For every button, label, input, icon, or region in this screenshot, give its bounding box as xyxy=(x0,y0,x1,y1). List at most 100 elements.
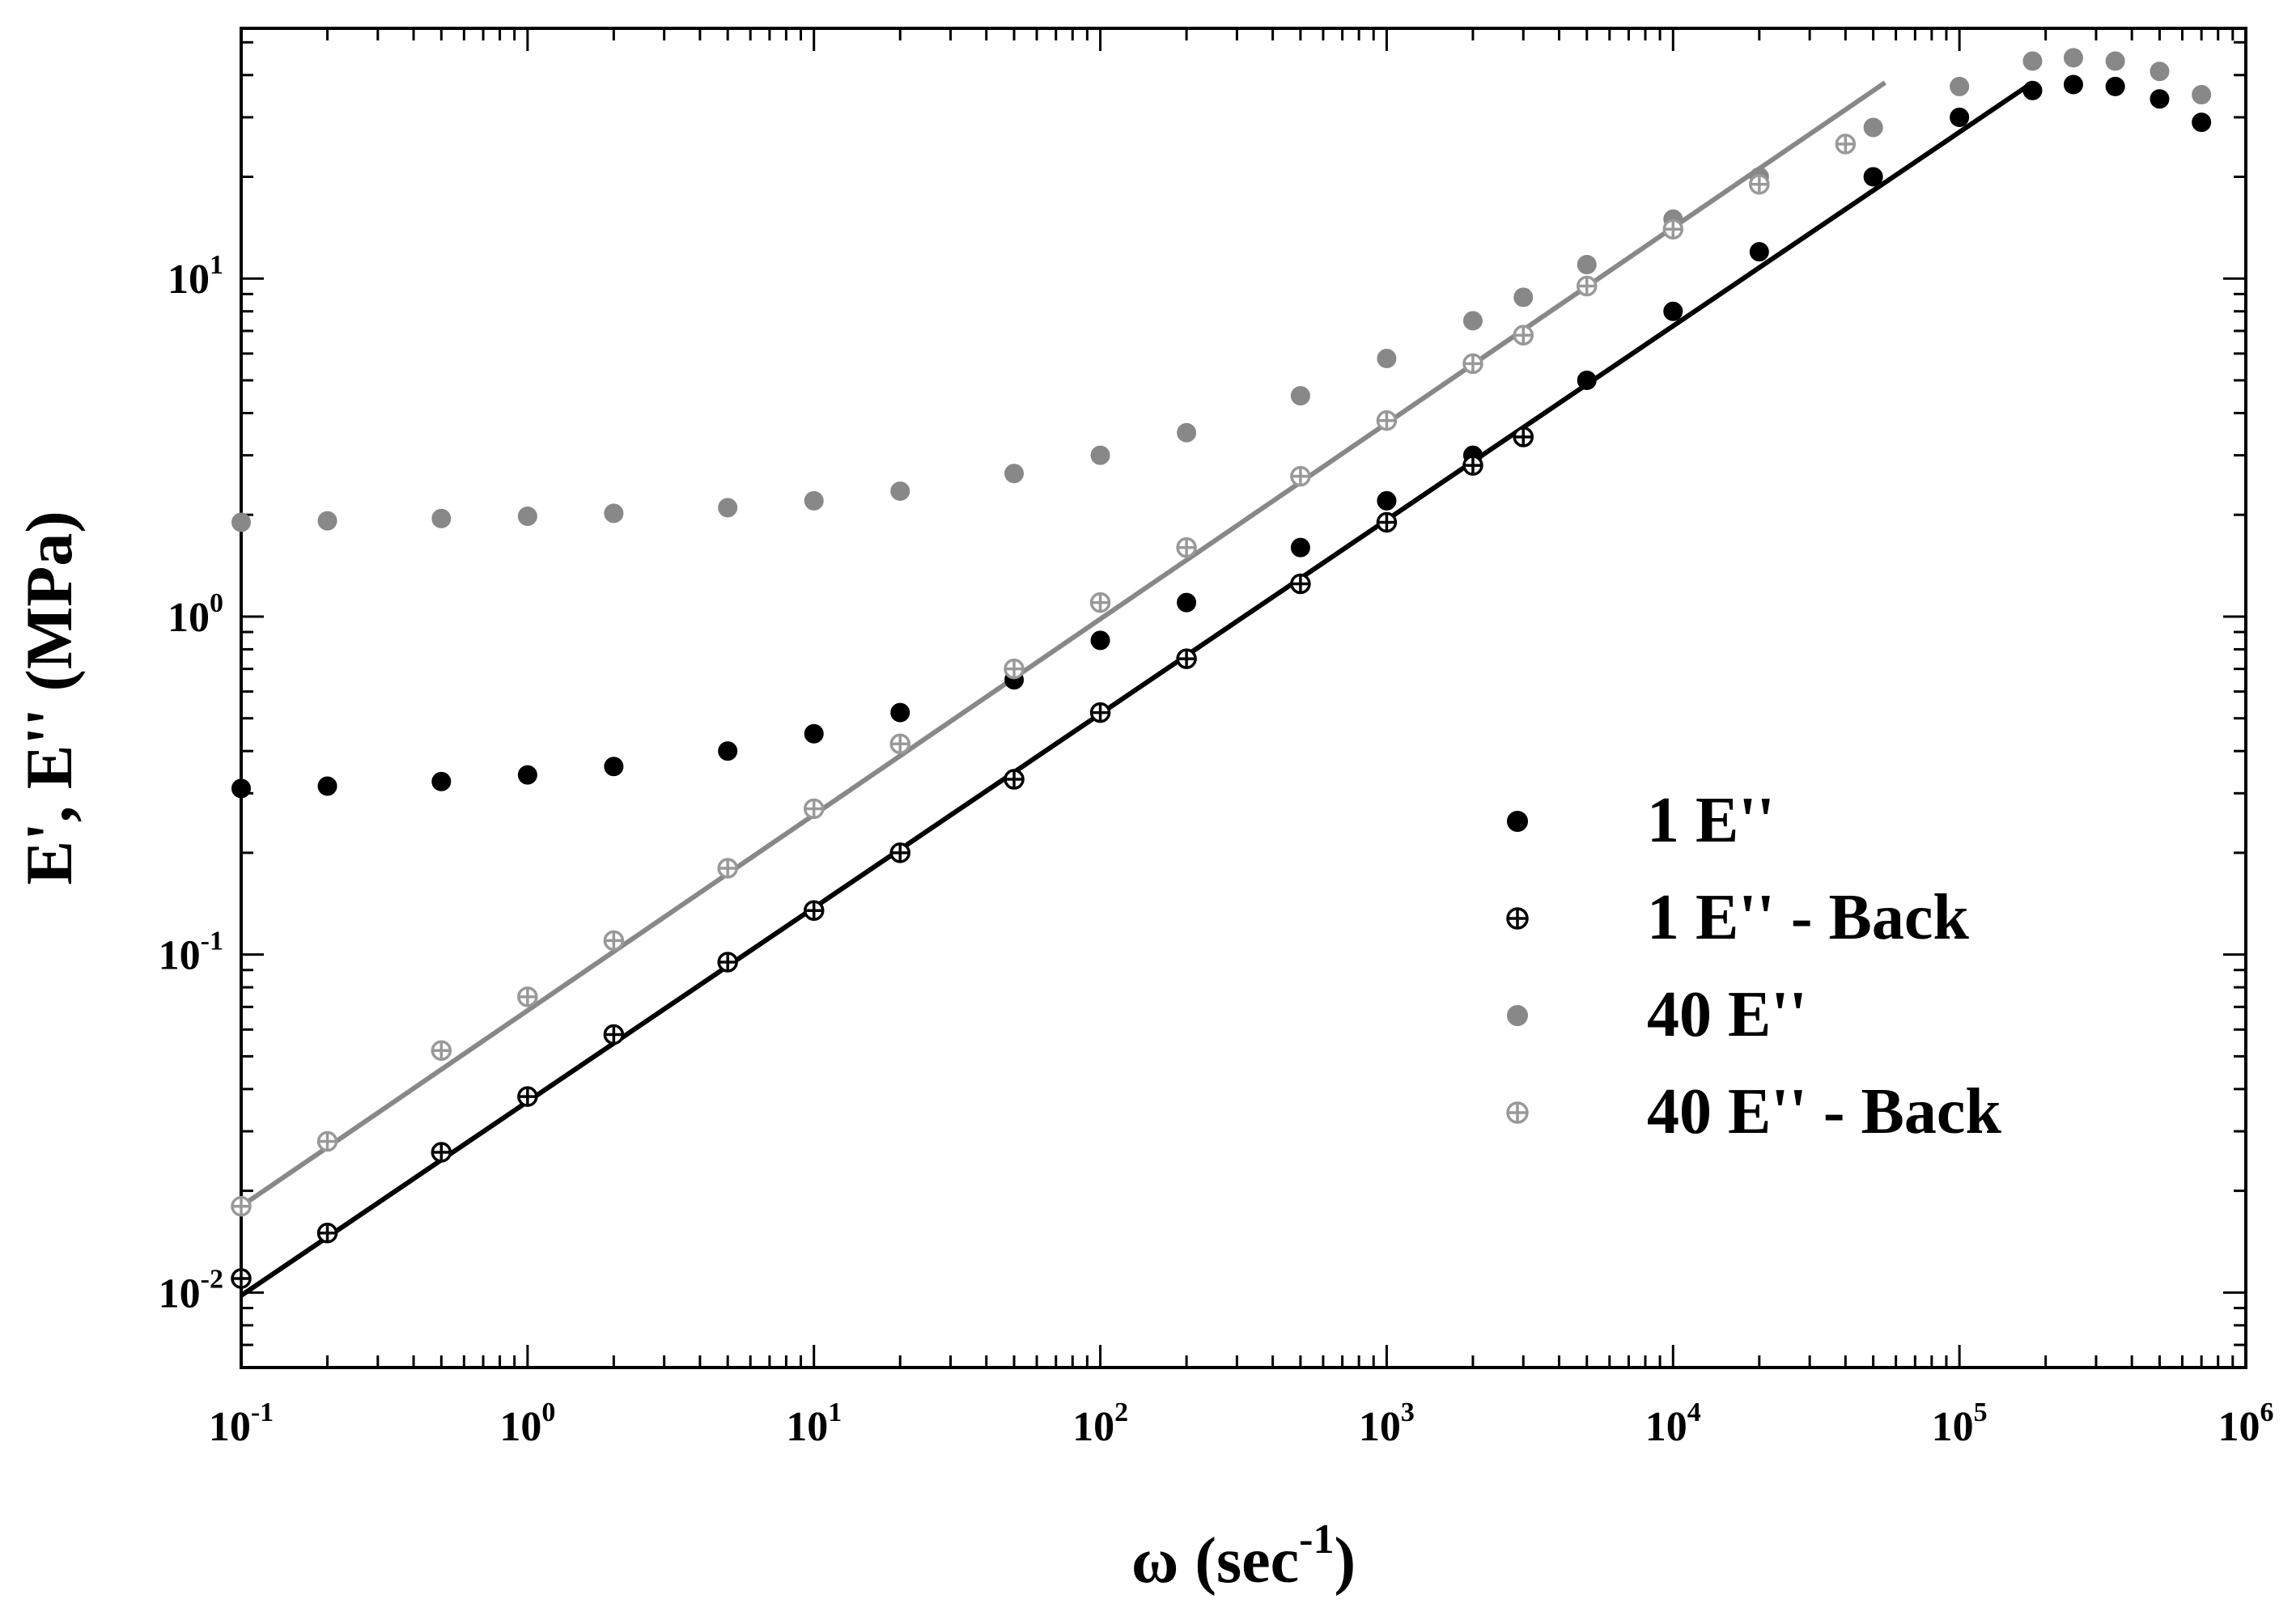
x-tick-exp: 6 xyxy=(2260,1397,2274,1427)
series-40-e-back xyxy=(231,134,1857,1217)
data-point xyxy=(517,507,537,527)
x-axis-label: ω (sec-1) xyxy=(1131,1516,1356,1597)
y-tick-exp: 1 xyxy=(210,250,223,280)
data-point xyxy=(2192,84,2212,104)
data-point xyxy=(1577,370,1597,390)
data-point xyxy=(317,511,337,531)
x-tick-label: 102 xyxy=(1072,1397,1128,1450)
data-point xyxy=(431,508,452,528)
y-tick-base: 10 xyxy=(159,933,201,979)
x-tick-exp: 4 xyxy=(1687,1397,1701,1427)
data-point xyxy=(1377,349,1397,369)
data-point xyxy=(1462,455,1483,476)
data-point xyxy=(517,1086,538,1107)
x-tick-label: 101 xyxy=(786,1397,842,1450)
data-point xyxy=(604,503,624,524)
x-tick-base: 10 xyxy=(1359,1404,1401,1450)
data-point xyxy=(1176,536,1197,558)
data-point xyxy=(1513,426,1534,447)
fit-lines-layer xyxy=(240,80,2035,1298)
data-point xyxy=(316,1223,338,1244)
axes-layer xyxy=(240,27,2247,1369)
data-point xyxy=(1089,592,1111,613)
data-points-layer xyxy=(231,48,2212,1289)
data-point xyxy=(1090,445,1110,465)
legend-label: 40 E'' - Back xyxy=(1647,1076,2001,1147)
data-point xyxy=(2150,61,2170,82)
data-point xyxy=(517,986,538,1007)
y-tick-base: 10 xyxy=(159,1270,201,1317)
x-tick-base: 10 xyxy=(1932,1404,1974,1450)
y-tick-exp: 0 xyxy=(210,588,223,618)
data-point xyxy=(231,512,251,532)
data-point xyxy=(1377,490,1397,511)
legend-marker xyxy=(1507,1005,1528,1026)
plot-frame xyxy=(240,27,2247,1369)
y-tick-label: 101 xyxy=(168,250,223,303)
data-point xyxy=(1513,324,1534,346)
data-point xyxy=(1950,107,1970,127)
data-point xyxy=(1863,117,1883,138)
y-tick-base: 10 xyxy=(168,595,210,641)
legend-label: 40 E'' xyxy=(1647,979,1807,1050)
y-axis-label: E', E'' (MPa) xyxy=(12,511,86,884)
data-point xyxy=(1004,464,1025,484)
x-tick-label: 105 xyxy=(1932,1397,1988,1450)
data-point xyxy=(1089,702,1111,723)
fit-line xyxy=(240,80,2035,1298)
legend-label: 1 E'' xyxy=(1647,785,1775,856)
x-tick-label: 103 xyxy=(1359,1397,1415,1450)
legend-label: 1 E'' - Back xyxy=(1647,882,1969,953)
x-axis-label-tail: ) xyxy=(1334,1525,1356,1597)
data-point xyxy=(1376,511,1398,533)
data-point xyxy=(1950,76,1970,96)
data-point xyxy=(1577,254,1597,274)
x-tick-base: 10 xyxy=(1645,1404,1687,1450)
data-point xyxy=(604,757,624,777)
labels-layer: 10-1 100 101 102 103 104 105 10610-210-1100101ω… xyxy=(12,250,2274,1597)
x-tick-base: 10 xyxy=(2218,1404,2260,1450)
data-point xyxy=(889,842,910,863)
data-point xyxy=(231,1195,252,1217)
data-point xyxy=(2022,80,2043,100)
x-tick-exp: 2 xyxy=(1114,1397,1128,1427)
data-point xyxy=(2105,51,2125,71)
data-point xyxy=(431,1040,452,1062)
data-point xyxy=(804,490,824,511)
data-point xyxy=(1863,167,1883,187)
data-point xyxy=(1749,174,1770,195)
data-point xyxy=(890,702,910,723)
data-point xyxy=(1462,353,1483,375)
data-point xyxy=(717,858,738,879)
data-point xyxy=(2022,51,2043,71)
data-point xyxy=(803,798,825,820)
data-point xyxy=(2150,89,2170,109)
fit-line xyxy=(240,80,1886,1209)
data-point xyxy=(1004,769,1025,790)
legend-marker xyxy=(1507,811,1528,832)
data-point xyxy=(2063,48,2083,68)
data-point xyxy=(804,723,824,744)
data-point xyxy=(717,952,738,973)
x-tick-base: 10 xyxy=(209,1404,251,1450)
x-tick-exp: 1 xyxy=(828,1397,842,1427)
x-axis-label-sup: -1 xyxy=(1299,1516,1334,1563)
data-point xyxy=(2105,76,2125,96)
data-point xyxy=(1663,301,1683,321)
data-point xyxy=(803,900,825,921)
y-tick-label: 10-2 xyxy=(159,1264,223,1317)
data-point xyxy=(316,1130,338,1152)
data-point xyxy=(1290,537,1310,558)
series-40-e xyxy=(231,48,2212,532)
x-tick-exp: -1 xyxy=(251,1397,274,1427)
data-point xyxy=(1835,134,1857,155)
series-1-e xyxy=(231,74,2212,799)
x-tick-base: 10 xyxy=(1072,1404,1114,1450)
data-point xyxy=(2192,112,2212,133)
data-point xyxy=(431,771,452,791)
x-tick-base: 10 xyxy=(499,1404,541,1450)
y-tick-label: 100 xyxy=(168,588,223,641)
x-axis-label-base: ω (sec xyxy=(1131,1525,1299,1597)
data-point xyxy=(603,930,625,952)
